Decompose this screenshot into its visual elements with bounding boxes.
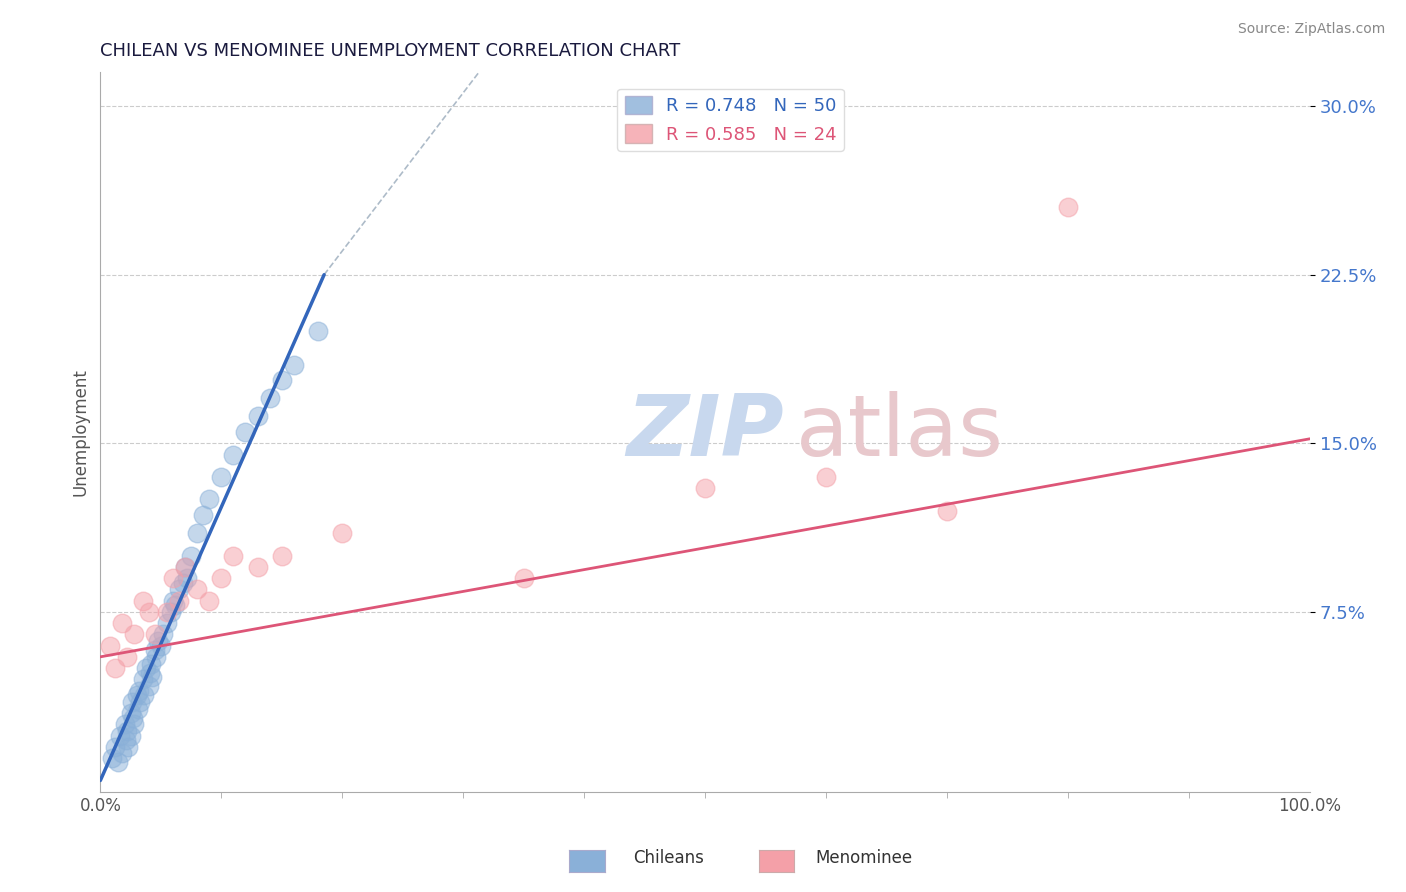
Point xyxy=(222,448,245,462)
Point xyxy=(131,593,153,607)
Point xyxy=(162,593,184,607)
Point xyxy=(176,571,198,585)
Point xyxy=(108,729,131,743)
Point xyxy=(1057,200,1080,214)
Point xyxy=(132,688,155,702)
Point xyxy=(131,673,153,687)
Point xyxy=(235,425,257,439)
Point xyxy=(122,717,145,731)
Point xyxy=(129,695,152,709)
Point xyxy=(259,392,281,406)
Point xyxy=(180,549,202,563)
Point xyxy=(122,627,145,641)
Point xyxy=(115,649,138,664)
Point xyxy=(198,492,221,507)
Point xyxy=(307,324,329,338)
Point xyxy=(330,526,353,541)
Point xyxy=(120,706,142,720)
Point xyxy=(127,701,149,715)
Point xyxy=(143,627,166,641)
Point xyxy=(138,679,160,693)
Text: Chileans: Chileans xyxy=(633,849,703,867)
Point xyxy=(128,683,150,698)
Point xyxy=(815,470,838,484)
Point xyxy=(141,670,163,684)
Text: ZIP: ZIP xyxy=(627,391,785,474)
Point xyxy=(104,661,127,675)
Point xyxy=(167,582,190,597)
Point xyxy=(101,751,124,765)
Point xyxy=(115,724,138,739)
Point xyxy=(186,582,208,597)
Point xyxy=(143,643,166,657)
Point xyxy=(114,717,136,731)
Point xyxy=(121,695,143,709)
Point xyxy=(104,739,127,754)
Point xyxy=(162,571,184,585)
Point xyxy=(270,549,292,563)
Point xyxy=(141,657,163,671)
Point xyxy=(138,605,160,619)
Point xyxy=(167,593,190,607)
Point xyxy=(156,605,179,619)
Point xyxy=(209,571,232,585)
Text: atlas: atlas xyxy=(796,391,1004,474)
Legend: R = 0.748   N = 50, R = 0.585   N = 24: R = 0.748 N = 50, R = 0.585 N = 24 xyxy=(617,88,844,151)
Point xyxy=(145,649,167,664)
Point xyxy=(512,571,534,585)
Point xyxy=(165,598,187,612)
Point xyxy=(111,747,134,761)
Point xyxy=(120,729,142,743)
Point xyxy=(198,593,221,607)
Point xyxy=(125,688,148,702)
Text: CHILEAN VS MENOMINEE UNEMPLOYMENT CORRELATION CHART: CHILEAN VS MENOMINEE UNEMPLOYMENT CORREL… xyxy=(100,42,681,60)
Point xyxy=(246,560,269,574)
Text: Menominee: Menominee xyxy=(815,849,912,867)
Point xyxy=(149,639,172,653)
Point xyxy=(209,470,232,484)
Point xyxy=(111,616,134,631)
Point xyxy=(148,634,170,648)
Point xyxy=(936,504,959,518)
Point xyxy=(159,605,181,619)
Point xyxy=(186,526,208,541)
Point xyxy=(174,560,197,574)
Point xyxy=(283,358,305,372)
Point xyxy=(222,549,245,563)
Point xyxy=(122,710,145,724)
Text: Source: ZipAtlas.com: Source: ZipAtlas.com xyxy=(1237,22,1385,37)
Point xyxy=(156,616,179,631)
Point xyxy=(270,373,292,387)
Point xyxy=(246,409,269,424)
Point xyxy=(174,560,197,574)
Point xyxy=(139,665,162,680)
Y-axis label: Unemployment: Unemployment xyxy=(72,368,89,496)
Point xyxy=(152,627,174,641)
Point xyxy=(107,756,129,770)
Point xyxy=(172,575,194,590)
Point xyxy=(117,739,139,754)
Point xyxy=(135,661,157,675)
Point xyxy=(98,639,121,653)
Point xyxy=(693,481,716,495)
Point xyxy=(114,733,136,747)
Point xyxy=(191,508,214,523)
